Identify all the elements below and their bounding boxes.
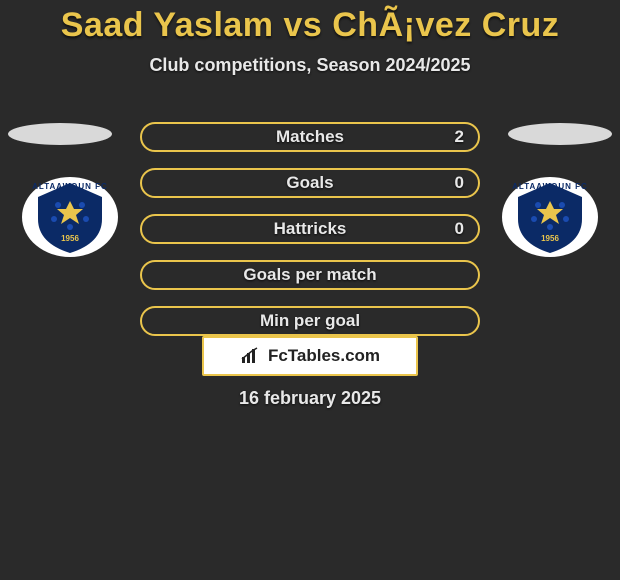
stat-row-matches: Matches 2 — [140, 122, 480, 152]
stat-row-min-per-goal: Min per goal — [140, 306, 480, 336]
left-shadow-ellipse — [8, 123, 112, 145]
left-badge-year: 1956 — [20, 234, 120, 243]
left-club-badge: ALTAAWOUN FC 1956 — [20, 175, 120, 259]
right-badge-ring-text: ALTAAWOUN FC — [500, 182, 600, 191]
right-badge-year: 1956 — [500, 234, 600, 243]
page-title: Saad Yaslam vs ChÃ¡vez Cruz — [0, 6, 620, 45]
right-club-badge: ALTAAWOUN FC 1956 — [500, 175, 600, 259]
stats-list: Matches 2 Goals 0 Hattricks 0 Goals per … — [140, 122, 480, 352]
right-shadow-ellipse — [508, 123, 612, 145]
stat-row-goals-per-match: Goals per match — [140, 260, 480, 290]
left-badge-ring-text: ALTAAWOUN FC — [20, 182, 120, 191]
stat-value: 0 — [455, 219, 464, 239]
infographic-root: Saad Yaslam vs ChÃ¡vez Cruz Club competi… — [0, 0, 620, 580]
subtitle: Club competitions, Season 2024/2025 — [0, 55, 620, 76]
stat-value: 0 — [455, 173, 464, 193]
stat-label: Goals — [286, 173, 333, 193]
stat-label: Min per goal — [260, 311, 360, 331]
stat-value: 2 — [455, 127, 464, 147]
date-label: 16 february 2025 — [0, 388, 620, 409]
stat-row-hattricks: Hattricks 0 — [140, 214, 480, 244]
comparison-panel: ALTAAWOUN FC 1956 ALTAAWOUN FC 1956 Matc… — [0, 106, 620, 336]
stat-row-goals: Goals 0 — [140, 168, 480, 198]
stat-label: Goals per match — [243, 265, 376, 285]
stat-label: Matches — [276, 127, 344, 147]
stat-label: Hattricks — [274, 219, 347, 239]
